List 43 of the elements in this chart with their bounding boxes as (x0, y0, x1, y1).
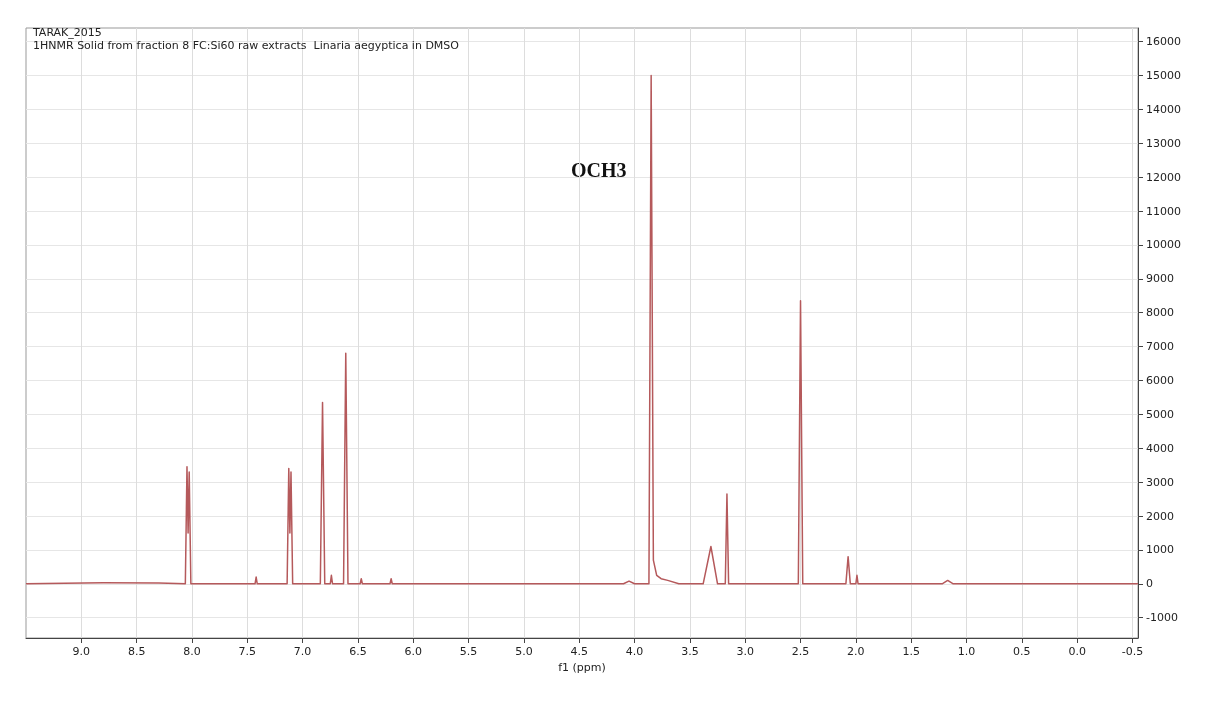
x-tick-label: 1.5 (902, 645, 920, 658)
y-tick-label: -1000 (1146, 611, 1178, 625)
x-tick-label: 5.5 (459, 645, 478, 658)
y-tick-label: 16000 (1146, 35, 1181, 49)
y-tick-label: 2000 (1146, 509, 1174, 523)
x-tick-label: 6.5 (349, 645, 367, 658)
y-tick-label: 1000 (1146, 543, 1174, 557)
x-tick-label: 2.5 (791, 645, 810, 658)
x-tick-label: 7.5 (238, 645, 257, 658)
x-tick-label: 0.0 (1068, 645, 1086, 658)
y-tick-label: 8000 (1146, 306, 1174, 320)
y-tick-label: 11000 (1146, 204, 1181, 218)
x-tick-label: 4.5 (570, 645, 588, 658)
y-tick-label: 12000 (1146, 170, 1181, 184)
x-tick-label: 9.0 (72, 645, 91, 658)
x-axis-title: f1 (ppm) (558, 660, 606, 674)
chart-title: TARAK_2015 (32, 26, 102, 39)
line-series (25, 74, 1139, 585)
x-tick-label: 5.0 (515, 645, 533, 658)
x-tick-label: 8.0 (183, 645, 201, 658)
text: 1HNMR Solid from fraction 8 FC:Si60 raw extracts Linaria aegyptica in DMSO (33, 39, 460, 52)
y-tick-label: 0 (1146, 577, 1153, 591)
x-tick-label: 8.5 (127, 645, 146, 658)
y-tick-label: 10000 (1146, 238, 1181, 252)
y-tick-label: 14000 (1146, 102, 1181, 116)
annotation: OCH3 (571, 159, 627, 181)
y-tick-label: 4000 (1146, 441, 1174, 455)
x-tick-label: 7.0 (293, 645, 312, 658)
x-tick-label: 4.0 (625, 645, 644, 658)
x-tick-label: 3.0 (736, 645, 754, 658)
y-tick-label: 5000 (1146, 407, 1174, 421)
x-tick-label: 0.5 (1013, 645, 1031, 658)
y-tick-label: 6000 (1146, 373, 1174, 387)
y-tick-label: 9000 (1146, 272, 1174, 286)
y-tick-label: 3000 (1146, 475, 1174, 489)
y-tick-label: 13000 (1146, 136, 1181, 150)
x-tick-label: 2.0 (847, 645, 865, 658)
x-tick-label: 6.0 (404, 645, 423, 658)
x-tick-label: 1.0 (957, 645, 976, 658)
y-tick-label: 7000 (1146, 340, 1174, 354)
x-tick-label: -0.5 (1121, 645, 1144, 658)
x-tick-label: 3.5 (681, 645, 699, 658)
y-tick-label: 15000 (1146, 68, 1181, 82)
